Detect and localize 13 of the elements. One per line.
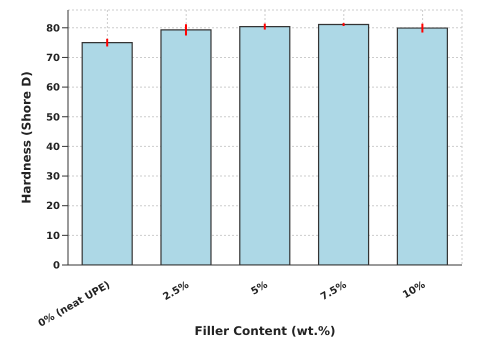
y-tick-label: 20 — [46, 201, 60, 212]
x-tick-label: 5% — [249, 280, 270, 298]
y-tick-label: 10 — [46, 230, 60, 242]
y-tick-label: 0 — [53, 260, 60, 272]
x-axis-title: Filler Content (wt.%) — [194, 324, 336, 338]
y-tick-label: 70 — [46, 52, 60, 64]
x-tick-label: 10% — [401, 280, 428, 302]
y-tick-label: 60 — [46, 82, 60, 94]
y-tick-label: 40 — [46, 142, 60, 153]
y-tick-label: 80 — [46, 23, 60, 34]
y-axis-title: Hardness (Shore D) — [19, 71, 34, 204]
y-tick-label: 30 — [46, 172, 60, 183]
y-tick-label: 50 — [46, 112, 60, 124]
